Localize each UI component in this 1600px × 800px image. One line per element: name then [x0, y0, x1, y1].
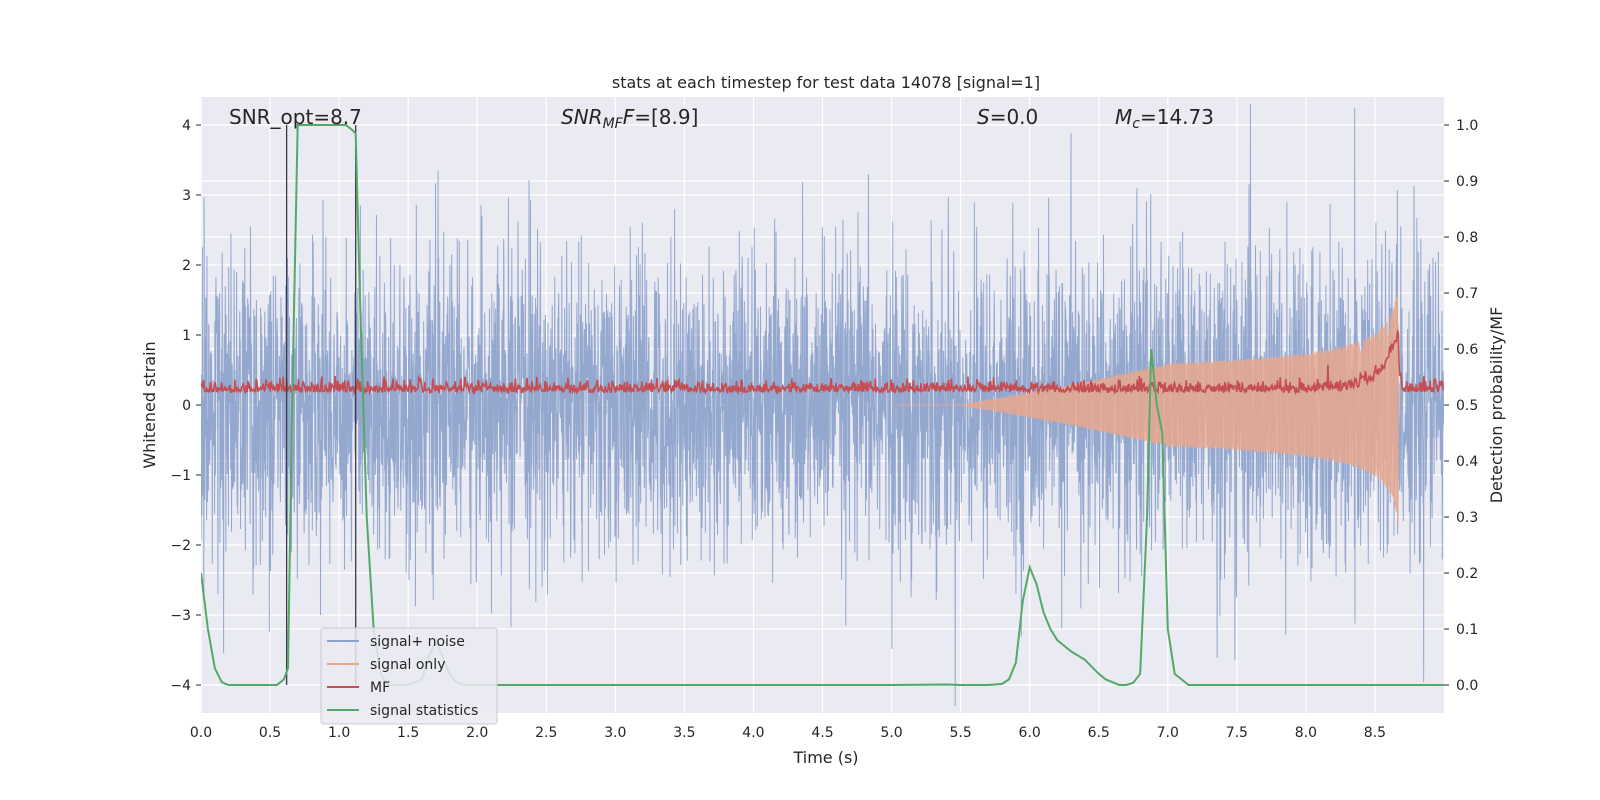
y-tick-label-left: −4	[170, 678, 191, 694]
y-tick-label-right: 0.3	[1456, 510, 1478, 526]
legend-label-signal-only: signal only	[370, 657, 445, 673]
line-signal-statistics	[201, 124, 1444, 686]
series-signal-only	[891, 293, 1399, 525]
y-tick-label-right: 0.7	[1456, 286, 1478, 302]
y-tick-label-right: 0.8	[1456, 230, 1478, 246]
y-tick-label-left: 1	[182, 328, 191, 344]
y-tick-label-right: 0.4	[1456, 454, 1478, 470]
y-tick-label-left: −1	[170, 468, 191, 484]
series-mf	[201, 328, 1444, 396]
x-tick-label: 5.0	[880, 725, 902, 741]
chart-title: stats at each timestep for test data 140…	[612, 73, 1040, 92]
y-tick-label-left: 0	[182, 398, 191, 414]
legend-label-signal-plus-noise: signal+ noise	[370, 634, 465, 650]
x-tick-label: 0.5	[259, 725, 281, 741]
x-tick-label: 2.5	[535, 725, 557, 741]
y-tick-label-right: 0.9	[1456, 174, 1478, 190]
line-signal-plus-noise	[201, 103, 1444, 707]
annotation-s: S=0.0	[977, 105, 1038, 129]
x-tick-label: 0.0	[190, 725, 212, 741]
annotation-snr-mf: SNRMFF=[8.9]	[561, 105, 698, 132]
legend: signal+ noise signal only MF signal stat…	[320, 627, 498, 725]
y-tick-label-right: 0.6	[1456, 342, 1478, 358]
y-tick-label-right: 0.1	[1456, 622, 1478, 638]
y-tick-label-left: 3	[182, 188, 191, 204]
x-tick-label: 4.0	[742, 725, 764, 741]
vertical-markers	[285, 125, 357, 685]
y-tick-label-right: 1.0	[1456, 118, 1478, 134]
annotation-snr-opt: SNR_opt=8.7	[229, 105, 362, 129]
x-tick-label: 7.5	[1226, 725, 1248, 741]
y-tick-label-left: −3	[170, 608, 191, 624]
y-axis-left-label: Whitened strain	[140, 341, 159, 468]
x-tick-label: 4.5	[811, 725, 833, 741]
x-tick-label: 3.5	[673, 725, 695, 741]
y-tick-label-right: 0.5	[1456, 398, 1478, 414]
x-tick-label: 8.5	[1364, 725, 1386, 741]
y-axis-right-ticks: 0.0 0.1 0.2 0.3 0.4 0.5 0.6 0.7 0.8 0.9 1.0	[1444, 118, 1478, 694]
x-tick-label: 2.0	[466, 725, 488, 741]
y-tick-label-right: 0.0	[1456, 678, 1478, 694]
series-signal-plus-noise	[201, 103, 1444, 707]
y-tick-label-right: 0.2	[1456, 566, 1478, 582]
line-signal-only	[891, 293, 1399, 525]
legend-label-mf: MF	[370, 680, 390, 696]
y-tick-label-left: 2	[182, 258, 191, 274]
x-tick-label: 5.5	[949, 725, 971, 741]
x-axis-ticks: 0.0 0.5 1.0 1.5 2.0 2.5 3.0 3.5 4.0 4.5 5.0 5.5 6.0 6…	[190, 725, 1386, 741]
y-tick-label-left: 4	[182, 118, 191, 134]
legend-label-signal-statistics: signal statistics	[370, 703, 478, 719]
annotation-mc: Mc=14.73	[1115, 105, 1214, 132]
x-tick-label: 6.0	[1019, 725, 1041, 741]
x-tick-label: 6.5	[1088, 725, 1110, 741]
line-mf	[201, 328, 1444, 396]
x-tick-label: 7.0	[1157, 725, 1179, 741]
x-tick-label: 3.0	[604, 725, 626, 741]
x-tick-label: 8.0	[1295, 725, 1317, 741]
x-tick-label: 1.0	[328, 725, 350, 741]
y-axis-left-ticks: −4 −3 −2 −1 0 1 2 3 4	[170, 118, 201, 694]
series-signal-statistics	[201, 124, 1444, 686]
y-axis-right-label: Detection probability/MF	[1487, 307, 1506, 504]
x-axis-label: Time (s)	[792, 748, 858, 767]
x-tick-label: 1.5	[397, 725, 419, 741]
y-tick-label-left: −2	[170, 538, 191, 554]
